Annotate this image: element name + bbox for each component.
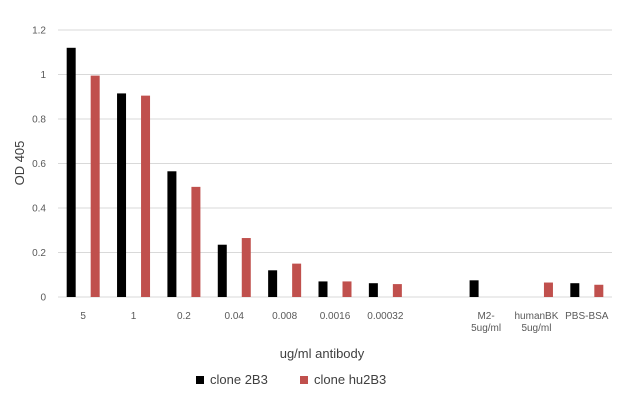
bar-clone-2b3	[66, 47, 76, 297]
x-tick-label: 0.00032	[367, 311, 404, 322]
x-tick-label: PBS-BSA	[565, 311, 609, 322]
y-tick-label: 0.6	[32, 159, 46, 170]
bar-clone-2b3	[167, 171, 177, 297]
bar-clone-2b3	[469, 280, 479, 297]
bar-clone-hu2b3	[191, 186, 201, 297]
bar-clone-hu2b3	[543, 282, 553, 297]
bar-clone-hu2b3	[342, 281, 352, 297]
legend-label: clone 2B3	[210, 372, 268, 387]
gridlines	[58, 29, 612, 298]
y-tick-label: 1.2	[32, 26, 46, 37]
bar-clone-hu2b3	[241, 238, 251, 297]
x-axis-label: ug/ml antibody	[280, 346, 365, 361]
bar-clone-hu2b3	[594, 284, 604, 297]
x-tick-label: 5	[80, 311, 86, 322]
y-tick-label: 0.4	[32, 204, 46, 215]
y-axis-ticks: 0 0.2 0.4 0.6 0.8 1 1.2	[32, 26, 46, 304]
x-tick-label: 0.008	[272, 311, 297, 322]
x-tick-label: 5ug/ml	[521, 323, 551, 334]
legend: clone 2B3 clone hu2B3	[196, 372, 386, 387]
bar-clone-2b3	[318, 281, 328, 297]
y-tick-label: 0.8	[32, 115, 46, 126]
x-tick-label: M2-	[477, 311, 494, 322]
bar-clone-2b3	[368, 283, 378, 297]
x-axis-ticks: 5 1 0.2 0.04 0.008 0.0016 0.00032 M2-5ug/mlhuma…	[80, 311, 608, 334]
y-tick-label: 1	[40, 70, 46, 81]
y-tick-label: 0	[40, 293, 46, 304]
bar-clone-2b3	[217, 244, 227, 297]
x-tick-label: humanBK	[514, 311, 558, 322]
bar-clone-hu2b3	[141, 95, 151, 297]
y-axis-label: OD 405	[12, 141, 27, 186]
x-tick-label: 5ug/ml	[471, 323, 501, 334]
x-tick-label: 0.0016	[320, 311, 351, 322]
legend-swatch	[300, 376, 308, 384]
bar-clone-2b3	[268, 270, 278, 297]
legend-swatch	[196, 376, 204, 384]
y-tick-label: 0.2	[32, 248, 46, 259]
bar-clone-2b3	[117, 93, 127, 297]
legend-label: clone hu2B3	[314, 372, 386, 387]
bar-clone-hu2b3	[292, 263, 302, 297]
bar-clone-hu2b3	[90, 75, 100, 297]
x-tick-label: 0.04	[225, 311, 245, 322]
bar-clone-2b3	[570, 283, 580, 297]
x-tick-label: 1	[131, 311, 137, 322]
bars	[66, 47, 604, 297]
x-tick-label: 0.2	[177, 311, 191, 322]
bar-clone-hu2b3	[392, 284, 402, 297]
